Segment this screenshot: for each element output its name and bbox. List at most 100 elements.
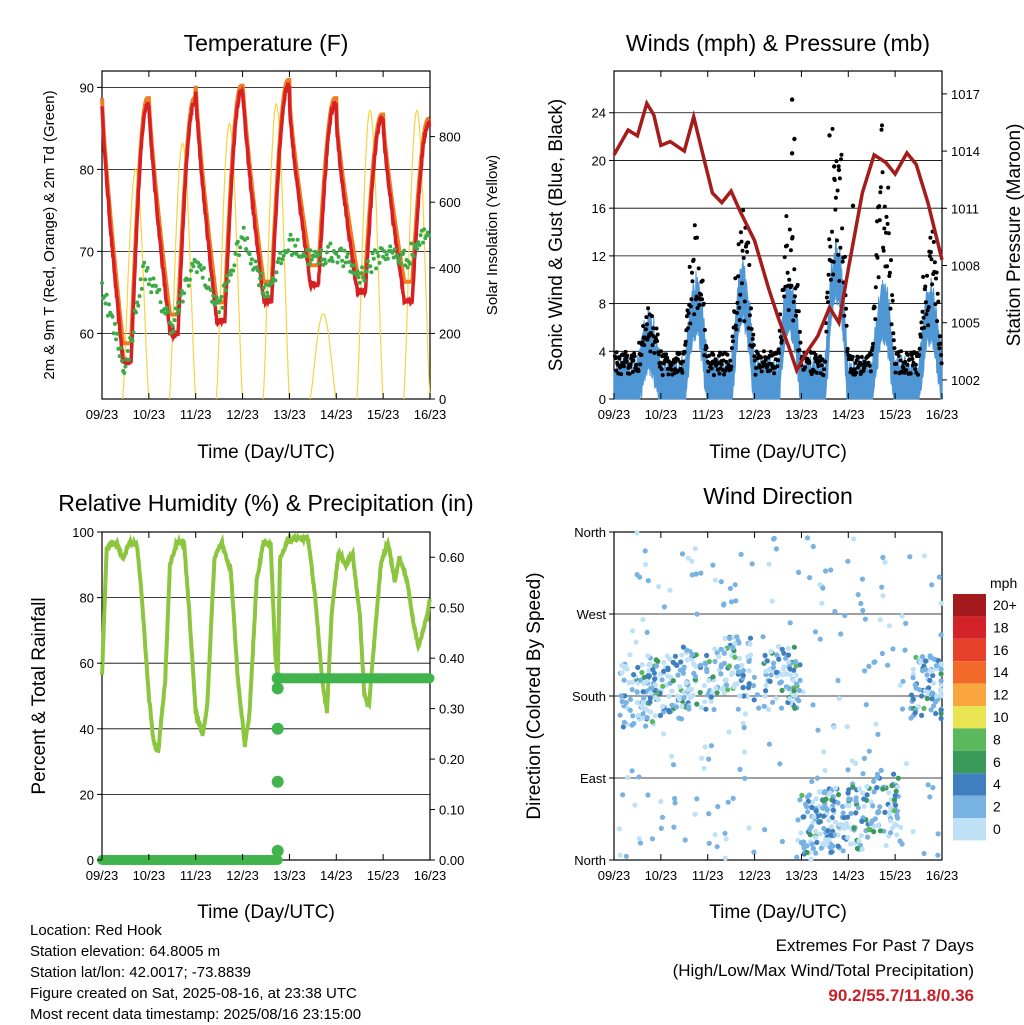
gust-point <box>859 355 864 359</box>
direction-point <box>831 724 837 730</box>
dewpoint-point <box>107 302 111 307</box>
direction-point <box>712 832 718 838</box>
direction-point <box>938 715 944 722</box>
direction-point <box>661 668 667 674</box>
gust-point <box>691 257 696 262</box>
dewpoint-point <box>207 277 212 282</box>
direction-point <box>723 677 729 683</box>
direction-point <box>635 664 641 671</box>
dewpoint-point <box>340 258 345 263</box>
gust-point <box>696 266 701 271</box>
direction-point <box>672 800 678 806</box>
humidity-ylabel: Percent & Total Rainfall <box>29 597 50 794</box>
direction-point <box>916 687 923 693</box>
dewpoint-point <box>167 320 172 325</box>
gust-point <box>723 368 728 373</box>
dewpoint-point <box>172 318 177 323</box>
direction-point <box>616 826 623 832</box>
direction-point <box>848 810 854 817</box>
gust-point <box>781 287 786 292</box>
direction-point <box>899 613 905 619</box>
gust-point <box>872 305 877 310</box>
gust-point <box>686 326 690 331</box>
direction-point <box>785 645 791 652</box>
direction-point <box>877 828 884 834</box>
gust-point <box>913 362 918 367</box>
direction-point <box>840 803 846 810</box>
precip-step-point <box>271 844 284 857</box>
direction-point <box>679 652 685 658</box>
humidity-xtick-label: 16/23 <box>414 868 447 883</box>
direction-point <box>785 652 792 658</box>
direction-point <box>793 663 799 669</box>
dewpoint-point <box>309 257 314 262</box>
direction-point <box>842 612 848 619</box>
winds-ytick-label: 24 <box>592 106 606 121</box>
dewpoint-point <box>342 248 347 253</box>
gust-point <box>798 340 803 345</box>
direction-point <box>706 659 712 665</box>
gust-point <box>725 352 730 357</box>
gust-point <box>749 327 754 331</box>
winds-ytick-label: 0 <box>599 392 606 407</box>
direction-point <box>917 659 924 665</box>
direction-point <box>711 706 717 713</box>
gust-point <box>873 285 878 290</box>
gust-point <box>754 366 759 370</box>
direction-point <box>643 707 650 713</box>
gust-point <box>695 306 700 310</box>
direction-point <box>844 814 851 820</box>
dewpoint-point <box>328 241 333 246</box>
direction-point <box>652 682 659 688</box>
winds-ytick-label: 4 <box>599 344 606 359</box>
dewpoint-point <box>143 277 148 282</box>
direction-point <box>747 641 753 647</box>
direction-point <box>742 711 749 717</box>
dewpoint-point <box>276 256 281 261</box>
dewpoint-point <box>164 305 169 310</box>
gust-point <box>752 354 757 359</box>
direction-point <box>809 778 815 785</box>
gust-point <box>936 299 941 304</box>
direction-point <box>685 555 691 561</box>
dewpoint-point <box>339 246 343 251</box>
direction-point <box>858 600 864 607</box>
gust-point <box>797 348 802 352</box>
direction-point <box>903 620 909 627</box>
direction-point <box>821 798 827 804</box>
dewpoint-point <box>422 227 427 232</box>
dewpoint-point <box>269 281 274 286</box>
dewpoint-point <box>217 310 222 315</box>
direction-xtick-label: 11/23 <box>692 868 724 883</box>
gust-point <box>650 314 654 319</box>
gust-point <box>630 369 635 374</box>
direction-point <box>910 829 916 835</box>
direction-point <box>647 699 653 705</box>
direction-point <box>851 536 857 542</box>
direction-ytick-label: South <box>572 689 606 704</box>
gust-point <box>675 357 680 362</box>
gust-point <box>733 276 738 281</box>
direction-point <box>813 796 819 802</box>
dewpoint-point <box>176 300 181 305</box>
dewpoint-point <box>117 354 122 359</box>
gust-point <box>683 339 688 344</box>
direction-point <box>809 799 815 806</box>
gust-point <box>932 260 937 265</box>
gust-point <box>928 235 933 240</box>
direction-point <box>933 663 940 669</box>
gust-point <box>845 346 850 351</box>
direction-point <box>735 706 741 712</box>
dewpoint-point <box>274 270 279 275</box>
dewpoint-point <box>231 268 236 273</box>
dewpoint-point <box>411 254 416 259</box>
direction-point <box>774 652 780 658</box>
gust-point <box>927 254 932 258</box>
dewpoint-point <box>134 310 138 315</box>
direction-point <box>661 659 667 666</box>
direction-point <box>863 702 869 708</box>
gust-point <box>889 322 894 327</box>
gust-point <box>656 352 661 357</box>
legend-label: 18 <box>993 619 1009 635</box>
gust-point <box>648 349 653 354</box>
